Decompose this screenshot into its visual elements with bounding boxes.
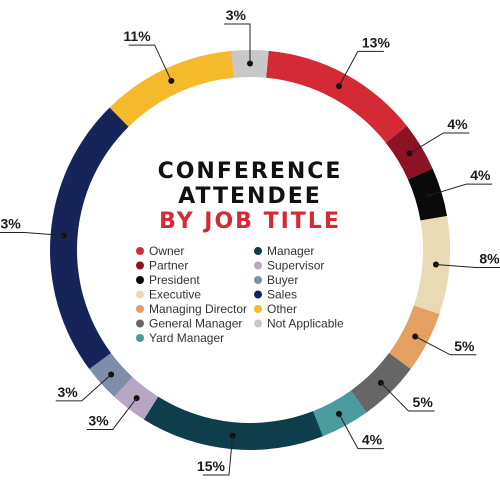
legend-item-other: Other	[254, 302, 297, 316]
legend-swatch	[136, 305, 144, 313]
legend-label: Executive	[149, 288, 201, 302]
legend-swatch	[136, 334, 144, 342]
callout-line	[435, 263, 500, 269]
percentage-callouts: 13% 4% 4% 8% 5% 5% 4% 15% 3% 3% 23% 11% 3%	[0, 7, 500, 476]
callout-sales: 23%	[0, 215, 68, 239]
callout-supervisor: 3%	[86, 395, 140, 430]
pct-label-not-applicable: 3%	[226, 7, 247, 23]
callout-line	[380, 382, 435, 412]
legend-label: Buyer	[267, 273, 298, 287]
callout-line	[428, 183, 493, 197]
pct-label-executive: 8%	[479, 251, 500, 267]
legend-item-executive: Executive	[136, 288, 201, 302]
legend-label: General Manager	[149, 317, 242, 331]
legend-item-partner: Partner	[136, 259, 188, 273]
legend-swatch	[136, 276, 144, 284]
callout-line	[128, 44, 172, 82]
slice-executive	[413, 215, 450, 315]
legend-label: Managing Director	[149, 302, 247, 316]
legend-item-supervisor: Supervisor	[254, 259, 324, 273]
slice-owner	[266, 50, 407, 143]
callout-yard-manager: 4%	[336, 410, 384, 450]
slice-manager	[143, 396, 323, 451]
callout-line	[338, 413, 384, 450]
pct-label-partner: 4%	[447, 116, 468, 132]
legend-label: Supervisor	[267, 259, 324, 273]
callout-general-manager: 5%	[377, 379, 435, 412]
legend-item-manager: Manager	[254, 244, 314, 258]
callout-president: 4%	[425, 167, 493, 199]
callout-buyer: 3%	[55, 371, 115, 402]
legend-label: Not Applicable	[267, 317, 344, 331]
callout-manager: 15%	[197, 432, 236, 476]
legend-swatch	[254, 290, 262, 299]
legend-swatch	[136, 261, 144, 270]
callout-other: 11%	[123, 28, 175, 84]
legend-item-not-applicable: Not Applicable	[254, 317, 344, 331]
legend-label: Manager	[267, 244, 314, 258]
callout-executive: 8%	[432, 251, 500, 269]
callout-owner: 13%	[336, 34, 391, 90]
legend-item-managing-director: Managing Director	[136, 302, 247, 316]
pct-label-general-manager: 5%	[413, 394, 434, 410]
callout-line	[415, 336, 477, 356]
chart-title: CONFERENCE ATTENDEE BY JOB TITLE	[158, 159, 343, 234]
legend-label: Partner	[149, 259, 188, 273]
callout-line	[86, 397, 138, 430]
legend-swatch	[254, 276, 262, 284]
pct-label-other: 11%	[123, 28, 151, 44]
slice-other	[109, 50, 234, 127]
legend-label: Yard Manager	[149, 331, 224, 345]
title-line-2: ATTENDEE	[178, 184, 322, 209]
callout-line	[0, 231, 65, 237]
pct-label-managing-director: 5%	[454, 338, 475, 354]
pct-label-manager: 15%	[197, 458, 226, 474]
donut-ring	[49, 50, 450, 451]
legend-label: Other	[267, 302, 297, 316]
callout-partner: 4%	[406, 116, 470, 157]
legend-label: Owner	[149, 244, 184, 258]
legend-label: President	[149, 273, 200, 287]
legend-swatch	[136, 290, 144, 299]
callout-line	[224, 23, 251, 64]
callout-not-applicable: 3%	[224, 7, 253, 67]
callout-line	[338, 50, 384, 87]
legend-swatch	[136, 319, 144, 328]
legend-label: Sales	[267, 288, 297, 302]
pct-label-yard-manager: 4%	[362, 432, 383, 448]
legend-item-sales: Sales	[254, 288, 297, 302]
legend-swatch	[254, 247, 262, 255]
legend-item-president: President	[136, 273, 200, 287]
legend-item-yard-manager: Yard Manager	[136, 331, 224, 345]
legend-swatch	[254, 305, 262, 313]
callout-managing-director: 5%	[412, 333, 477, 356]
title-line-3: BY JOB TITLE	[159, 209, 341, 234]
slice-sales	[49, 107, 129, 370]
legend-item-general-manager: General Manager	[136, 317, 242, 331]
legend-swatch	[136, 247, 144, 255]
callout-line	[409, 132, 470, 154]
pct-label-supervisor: 3%	[88, 412, 109, 428]
callout-line	[55, 374, 112, 402]
pct-label-buyer: 3%	[58, 384, 79, 400]
callout-line	[202, 435, 234, 476]
legend-swatch	[254, 261, 262, 270]
pct-label-owner: 13%	[362, 34, 391, 50]
legend-item-owner: Owner	[136, 244, 184, 258]
pct-label-president: 4%	[470, 167, 491, 183]
pct-label-sales: 23%	[0, 215, 21, 231]
legend-item-buyer: Buyer	[254, 273, 298, 287]
title-line-1: CONFERENCE	[158, 159, 343, 184]
legend-swatch	[254, 319, 262, 328]
